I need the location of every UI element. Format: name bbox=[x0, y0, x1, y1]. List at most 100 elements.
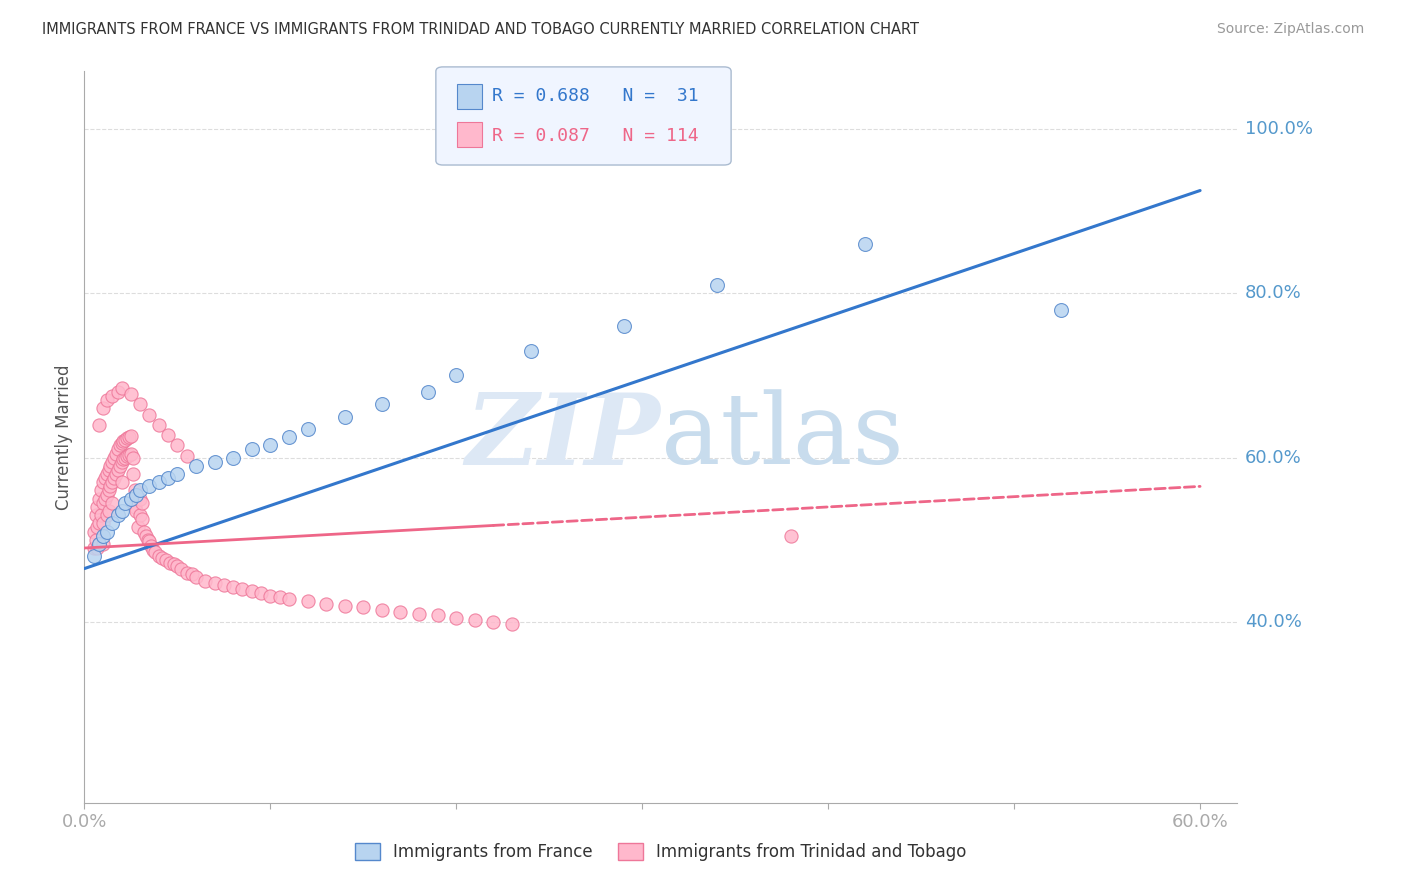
Point bbox=[103, 471, 125, 485]
Point bbox=[115, 431, 138, 445]
Point bbox=[114, 450, 136, 465]
Point bbox=[157, 471, 180, 485]
Point bbox=[107, 463, 129, 477]
Point bbox=[780, 529, 803, 543]
Point bbox=[231, 582, 253, 596]
Point bbox=[152, 550, 174, 565]
Point bbox=[138, 408, 160, 422]
Text: R = 0.087   N = 114: R = 0.087 N = 114 bbox=[492, 127, 699, 145]
Point bbox=[89, 417, 111, 432]
Point bbox=[120, 429, 142, 443]
Point bbox=[110, 455, 132, 469]
Point bbox=[131, 496, 153, 510]
Point bbox=[114, 433, 136, 447]
Point bbox=[94, 491, 117, 506]
Point bbox=[104, 467, 127, 481]
Point bbox=[166, 438, 188, 452]
Text: IMMIGRANTS FROM FRANCE VS IMMIGRANTS FROM TRINIDAD AND TOBAGO CURRENTLY MARRIED : IMMIGRANTS FROM FRANCE VS IMMIGRANTS FRO… bbox=[42, 22, 920, 37]
Point bbox=[148, 549, 170, 564]
Point bbox=[159, 556, 181, 570]
Point bbox=[129, 483, 152, 498]
Point bbox=[277, 592, 299, 607]
Point bbox=[162, 558, 184, 572]
Point bbox=[333, 599, 356, 613]
Point bbox=[91, 496, 114, 510]
Point bbox=[482, 615, 505, 629]
Point bbox=[142, 542, 165, 557]
Point bbox=[89, 537, 111, 551]
Point bbox=[89, 491, 111, 506]
Point bbox=[86, 520, 108, 534]
Point bbox=[96, 487, 118, 501]
Point bbox=[112, 452, 135, 467]
Point bbox=[96, 524, 118, 539]
Point bbox=[125, 504, 148, 518]
Text: 40.0%: 40.0% bbox=[1244, 613, 1302, 631]
Point bbox=[101, 475, 124, 490]
Text: Source: ZipAtlas.com: Source: ZipAtlas.com bbox=[1216, 22, 1364, 37]
Point bbox=[297, 422, 319, 436]
Point bbox=[96, 393, 118, 408]
Point bbox=[259, 438, 281, 452]
Point bbox=[121, 467, 143, 481]
Text: R = 0.688   N =  31: R = 0.688 N = 31 bbox=[492, 87, 699, 105]
Point bbox=[125, 487, 148, 501]
Point bbox=[129, 508, 152, 523]
Point bbox=[107, 384, 129, 399]
Point bbox=[100, 479, 122, 493]
Text: atlas: atlas bbox=[661, 389, 904, 485]
Point bbox=[333, 409, 356, 424]
Point bbox=[110, 504, 132, 518]
Point bbox=[101, 516, 124, 531]
Text: 80.0%: 80.0% bbox=[1244, 285, 1302, 302]
Point bbox=[138, 534, 160, 549]
Point bbox=[371, 397, 394, 411]
Point bbox=[170, 561, 193, 575]
Point bbox=[124, 500, 146, 514]
Point bbox=[91, 401, 114, 416]
Point bbox=[166, 559, 188, 574]
Point bbox=[120, 447, 142, 461]
Point bbox=[107, 442, 129, 457]
Point bbox=[107, 508, 129, 523]
Point bbox=[426, 608, 449, 623]
Point bbox=[853, 236, 876, 251]
Text: 100.0%: 100.0% bbox=[1244, 120, 1313, 138]
Point bbox=[613, 319, 636, 334]
Point bbox=[212, 578, 235, 592]
Point bbox=[166, 467, 188, 481]
Point bbox=[138, 479, 160, 493]
Text: ZIP: ZIP bbox=[465, 389, 661, 485]
Point bbox=[184, 458, 207, 473]
Point bbox=[204, 455, 226, 469]
Point bbox=[464, 613, 486, 627]
Point bbox=[125, 487, 148, 501]
Point bbox=[84, 533, 107, 547]
Point bbox=[148, 417, 170, 432]
Point bbox=[259, 589, 281, 603]
Point bbox=[176, 566, 198, 580]
Point bbox=[104, 446, 127, 460]
Point bbox=[184, 570, 207, 584]
Point bbox=[84, 508, 107, 523]
Point bbox=[112, 434, 135, 449]
Point bbox=[519, 343, 541, 358]
Point bbox=[86, 541, 108, 555]
Point bbox=[114, 496, 136, 510]
Point bbox=[408, 607, 430, 621]
Point bbox=[269, 591, 291, 605]
Point bbox=[83, 524, 105, 539]
Point bbox=[89, 516, 111, 531]
Point bbox=[240, 583, 263, 598]
Point bbox=[129, 397, 152, 411]
Point bbox=[250, 586, 273, 600]
Point bbox=[131, 512, 153, 526]
Point bbox=[222, 581, 245, 595]
Point bbox=[240, 442, 263, 457]
Point bbox=[706, 278, 728, 293]
Point bbox=[1049, 302, 1071, 317]
Point bbox=[194, 574, 217, 588]
Point bbox=[86, 500, 108, 514]
Point bbox=[89, 537, 111, 551]
Point bbox=[90, 508, 112, 523]
